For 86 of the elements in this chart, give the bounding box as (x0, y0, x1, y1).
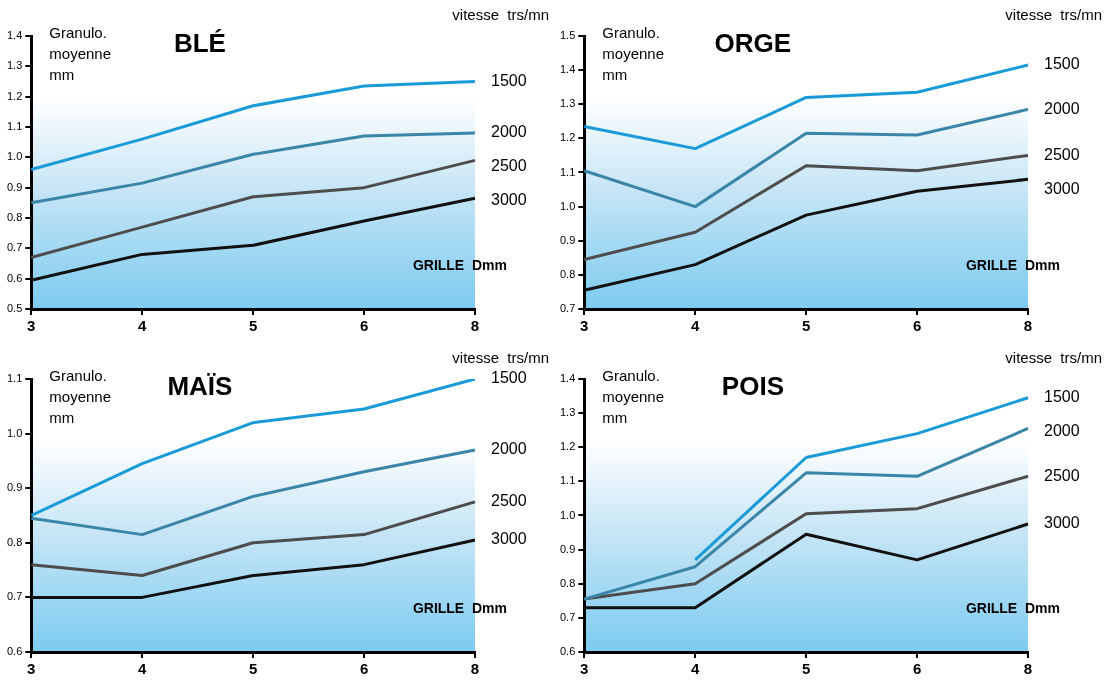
y-tick-label: 1.1 (6, 372, 23, 385)
x-axis-title: GRILLE Dmm (965, 256, 1060, 273)
y-tick-label: 0.6 (559, 645, 576, 658)
y-tick-label: 0.8 (559, 576, 576, 589)
y-tick-label: 0.5 (6, 302, 23, 315)
y-tick-label: 1.2 (6, 89, 23, 102)
x-tick-label: 4 (691, 660, 701, 678)
y-tick-label: 1.4 (559, 372, 576, 385)
x-tick-label: 3 (580, 317, 589, 335)
series-label: 1500 (491, 71, 527, 89)
series-label: 3000 (491, 530, 527, 548)
y-axis-title: Granulo. moyenne mm (602, 366, 665, 426)
y-tick-label: 1.5 (559, 29, 576, 42)
x-tick-label: 5 (801, 317, 811, 335)
x-tick-label: 3 (580, 660, 589, 678)
legend-title: vitesse trs/mn (1005, 5, 1102, 23)
x-tick-label: 4 (138, 660, 148, 678)
y-tick-label: 0.9 (559, 542, 576, 555)
y-tick-label: 1.0 (6, 150, 23, 163)
x-tick-label: 8 (470, 317, 480, 335)
chart-title: ORGE (714, 28, 792, 59)
x-tick-label: 3 (27, 660, 36, 678)
legend-title: vitesse trs/mn (452, 348, 549, 366)
y-tick-label: 0.7 (6, 590, 23, 603)
y-tick-label: 0.8 (559, 267, 576, 280)
y-tick-label: 1.2 (559, 440, 576, 453)
y-tick-label: 1.3 (6, 59, 23, 72)
y-tick-label: 0.8 (6, 535, 23, 548)
y-tick-label: 0.9 (6, 481, 23, 494)
chart-title: MAÏS (167, 371, 233, 402)
series-label: 1500 (1044, 55, 1080, 73)
series-label: 3000 (1044, 514, 1080, 532)
x-tick-label: 4 (691, 317, 701, 335)
series-label: 2000 (1044, 99, 1080, 117)
chart-title: POIS (721, 371, 784, 402)
series-label: 2500 (491, 492, 527, 510)
y-tick-label: 0.6 (6, 645, 23, 658)
series-label: 1500 (1044, 388, 1080, 406)
x-tick-label: 6 (912, 317, 922, 335)
y-tick-label: 0.7 (6, 241, 23, 254)
x-tick-label: 8 (470, 660, 480, 678)
series-label: 2500 (1044, 466, 1080, 484)
legend-title: vitesse trs/mn (452, 5, 549, 23)
x-tick-label: 8 (1023, 660, 1033, 678)
x-tick-label: 6 (912, 660, 922, 678)
series-label: 2500 (1044, 145, 1080, 163)
y-tick-label: 1.0 (559, 508, 576, 521)
y-axis-title: Granulo. moyenne mm (49, 366, 112, 426)
y-tick-label: 1.0 (6, 426, 23, 439)
x-tick-label: 8 (1023, 317, 1033, 335)
y-axis-title: Granulo. moyenne mm (49, 23, 112, 83)
x-axis-title: GRILLE Dmm (965, 599, 1060, 616)
series-label: 1500 (491, 369, 527, 387)
y-tick-label: 0.9 (559, 233, 576, 246)
x-axis-title: GRILLE Dmm (412, 599, 507, 616)
series-label: 2500 (491, 157, 527, 175)
y-tick-label: 1.1 (6, 120, 23, 133)
y-tick-label: 0.9 (6, 180, 23, 193)
y-tick-label: 0.8 (6, 211, 23, 224)
y-axis-title: Granulo. moyenne mm (602, 23, 665, 83)
y-tick-label: 1.3 (559, 406, 576, 419)
y-tick-label: 1.0 (559, 199, 576, 212)
series-label: 3000 (491, 191, 527, 209)
x-tick-label: 6 (359, 317, 369, 335)
x-tick-label: 5 (801, 660, 811, 678)
y-tick-label: 0.7 (559, 610, 576, 623)
chart-title: BLÉ (173, 28, 226, 59)
y-tick-label: 0.7 (559, 302, 576, 315)
y-tick-label: 1.4 (6, 29, 23, 42)
x-axis-title: GRILLE Dmm (412, 256, 507, 273)
x-tick-label: 5 (248, 660, 258, 678)
x-tick-label: 5 (248, 317, 258, 335)
series-label: 2000 (491, 440, 527, 458)
y-tick-label: 1.4 (559, 63, 576, 76)
x-tick-label: 3 (27, 317, 36, 335)
x-tick-label: 4 (138, 317, 148, 335)
y-tick-label: 0.6 (6, 271, 23, 284)
y-tick-label: 1.1 (559, 474, 576, 487)
y-tick-label: 1.1 (559, 165, 576, 178)
series-label: 2000 (1044, 422, 1080, 440)
x-tick-label: 6 (359, 660, 369, 678)
y-tick-label: 1.3 (559, 97, 576, 110)
series-label: 3000 (1044, 179, 1080, 197)
y-tick-label: 1.2 (559, 131, 576, 144)
series-label: 2000 (491, 123, 527, 141)
legend-title: vitesse trs/mn (1005, 348, 1102, 366)
